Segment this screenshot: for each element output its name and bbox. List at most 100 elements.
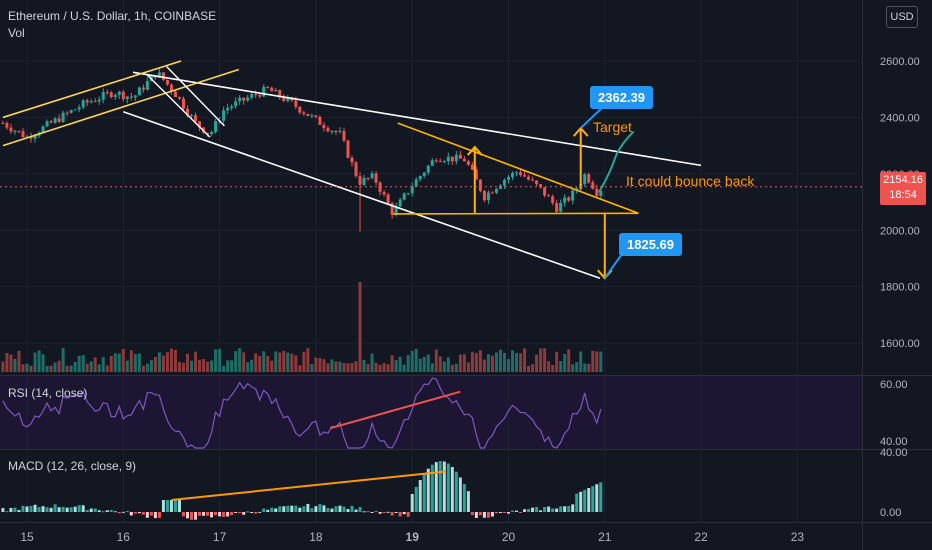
candle-body xyxy=(206,132,210,135)
candle-body xyxy=(446,156,450,162)
volume-bar xyxy=(89,361,93,372)
candle-body xyxy=(390,203,394,215)
volume-bar xyxy=(527,365,531,372)
macd-histogram-bar xyxy=(350,505,354,512)
volume-bar xyxy=(137,353,141,372)
volume-bar xyxy=(523,348,527,372)
lower-target-callout[interactable]: 1825.69 xyxy=(619,233,682,256)
candle-body xyxy=(386,194,390,204)
volume-bar xyxy=(338,361,342,372)
macd-histogram-bar xyxy=(555,508,559,512)
rsi-divergence-line xyxy=(330,390,461,430)
candle-body xyxy=(535,180,539,185)
volume-bar xyxy=(21,364,25,372)
volume-bar xyxy=(370,353,374,372)
candle-body xyxy=(450,156,454,162)
candle-body xyxy=(234,101,238,107)
volume-bar xyxy=(186,353,189,372)
volume-bar xyxy=(17,350,21,372)
macd-histogram-bar xyxy=(539,510,543,512)
candle-body xyxy=(29,136,33,139)
pane-divider xyxy=(0,375,932,376)
candle-body xyxy=(109,92,113,98)
candle-body xyxy=(117,91,121,95)
volume-bar xyxy=(242,352,246,372)
volume-bar xyxy=(133,354,137,372)
volume-bar xyxy=(547,361,551,372)
candle-body xyxy=(230,106,234,108)
macd-histogram-bar xyxy=(490,512,494,517)
macd-histogram-bar xyxy=(511,510,515,512)
candle-body xyxy=(511,172,515,178)
currency-button[interactable]: USD xyxy=(886,6,918,28)
candle-body xyxy=(523,175,527,177)
volume-bar xyxy=(502,353,506,372)
volume-bar xyxy=(258,355,262,372)
macd-histogram-bar xyxy=(470,512,474,516)
candle-body xyxy=(370,173,374,179)
candle-body xyxy=(358,176,362,185)
candle-body xyxy=(69,110,73,113)
candle-body xyxy=(490,192,494,194)
upper-target-callout[interactable]: 2362.39 xyxy=(590,86,653,109)
volume-bar xyxy=(13,358,17,372)
time-tick-label: 23 xyxy=(791,530,805,544)
macd-histogram-bar xyxy=(226,512,230,517)
candle-body xyxy=(470,164,474,170)
volume-bar xyxy=(454,363,458,372)
macd-histogram-bar xyxy=(145,512,149,518)
macd-histogram-bar xyxy=(57,507,61,512)
candle-body xyxy=(41,126,45,133)
macd-histogram-bar xyxy=(334,506,338,512)
macd-histogram-bar xyxy=(278,506,282,512)
macd-histogram-bar xyxy=(13,507,17,512)
drawn-flag-line xyxy=(146,74,211,138)
time-tick-label: 15 xyxy=(20,530,34,544)
macd-histogram-bar xyxy=(53,504,57,512)
candle-body xyxy=(382,192,386,195)
candle-body xyxy=(145,81,149,90)
macd-histogram-bar xyxy=(330,508,334,512)
volume-bar xyxy=(129,350,133,372)
candle-body xyxy=(462,158,466,162)
time-tick-label: 17 xyxy=(213,530,227,544)
macd-histogram-bar xyxy=(571,504,575,512)
candle-body xyxy=(334,130,338,133)
candle-body xyxy=(101,92,105,100)
volume-bar xyxy=(559,360,563,372)
candle-body xyxy=(177,97,181,99)
candle-body xyxy=(33,135,37,139)
candle-body xyxy=(426,165,430,173)
macd-histogram-bar xyxy=(494,512,498,514)
volume-bar xyxy=(218,348,222,372)
price-tick-label: 2600.00 xyxy=(880,56,920,68)
macd-histogram-bar xyxy=(482,512,486,518)
volume-bar xyxy=(49,365,53,372)
macd-histogram-bar xyxy=(9,507,13,512)
candle-body xyxy=(266,86,270,88)
candle-body xyxy=(186,108,189,116)
candle-body xyxy=(438,161,442,163)
candle-body xyxy=(502,179,506,186)
candle-body xyxy=(133,95,137,98)
volume-bar xyxy=(555,351,559,372)
volume-bar xyxy=(226,360,230,372)
volume-bar xyxy=(117,353,121,372)
candle-body xyxy=(238,97,242,102)
volume-bar xyxy=(342,363,346,372)
candle-body xyxy=(81,100,85,108)
candle-body xyxy=(141,87,145,90)
macd-histogram-bar xyxy=(133,512,137,514)
macd-histogram-bar xyxy=(198,512,202,516)
macd-histogram-bar xyxy=(274,508,278,512)
price-tick-label: 1800.00 xyxy=(880,282,920,294)
volume-bar xyxy=(262,351,266,372)
macd-histogram-bar xyxy=(366,511,370,513)
volume-bar xyxy=(575,362,579,372)
volume-bar xyxy=(113,353,117,372)
rsi-line xyxy=(2,377,602,449)
candle-body xyxy=(322,124,326,129)
macd-histogram-bar xyxy=(5,511,9,513)
macd-histogram-bar xyxy=(322,505,326,512)
